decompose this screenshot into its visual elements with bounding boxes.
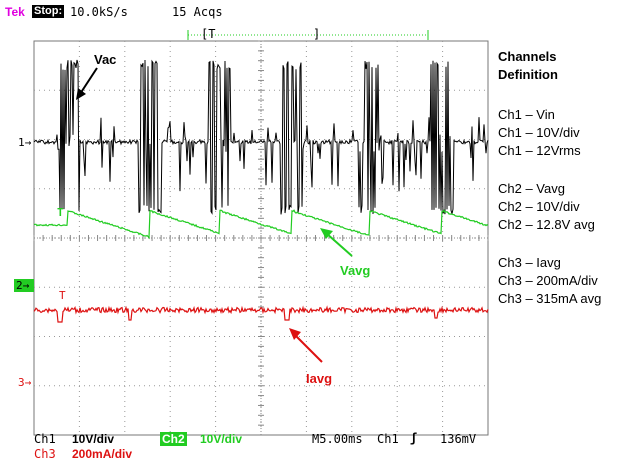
vac-arrow	[76, 67, 98, 100]
ch2-readout-name: Ch2	[160, 432, 187, 446]
acquisition-state-badge: Stop:	[32, 5, 65, 18]
ch2-waveform	[33, 209, 489, 240]
ch1-readout-name: Ch1	[34, 432, 56, 446]
ch1-ground-marker: 1→	[18, 136, 32, 149]
legend-ch3-value: Ch3 – 315mA avg	[498, 291, 602, 306]
trigger-level-readout: 136mV	[440, 432, 477, 446]
timebase-readout: M5.00ms	[312, 432, 363, 446]
graticule	[33, 40, 489, 436]
legend-ch3-name: Ch3 – Iavg	[498, 255, 561, 270]
legend-ch1-name: Ch1 – Vin	[498, 107, 555, 122]
ch2-trigger-marker: T	[57, 206, 64, 219]
trigger-source-readout: Ch1	[377, 432, 399, 446]
legend-ch1-scale: Ch1 – 10V/div	[498, 125, 580, 140]
iavg-label: Iavg	[306, 371, 332, 386]
ch2-ground-marker: 2→	[16, 279, 30, 292]
legend-ch3-scale: Ch3 – 200mA/div	[498, 273, 598, 288]
legend-ch2-value: Ch2 – 12.8V avg	[498, 217, 595, 232]
legend-ch2-scale: Ch2 – 10V/div	[498, 199, 580, 214]
iavg-arrow	[289, 328, 323, 363]
ch2-readout-scale: 10V/div	[200, 432, 243, 446]
brand-label: Tek	[5, 5, 25, 19]
acquisition-count: 15 Acqs	[172, 5, 223, 19]
vavg-arrow	[320, 228, 353, 257]
ch2-marker-bg	[14, 279, 34, 292]
trigger-bracket-end: ]	[313, 27, 320, 41]
trigger-bracket-start: [T	[201, 27, 215, 41]
ch3-ground-marker: 3→	[18, 376, 32, 389]
sample-rate: 10.0kS/s	[70, 5, 128, 19]
ch3-readout-name: Ch3	[34, 447, 56, 461]
legend-title-line1: Channels	[498, 49, 557, 64]
status-bar: Tek Stop: 10.0kS/s 15 Acqs	[0, 0, 621, 22]
vac-label: Vac	[94, 52, 116, 67]
ch3-readout-scale: 200mA/div	[72, 447, 133, 461]
ch3-waveform	[33, 305, 489, 323]
legend-title-line2: Definition	[498, 67, 558, 82]
readout-bar: Ch1 10V/div Ch2 10V/div M5.00ms Ch1 ʃ 13…	[0, 431, 621, 465]
trigger-slope-icon: ʃ	[410, 431, 418, 445]
legend-ch1-value: Ch1 – 12Vrms	[498, 143, 581, 158]
ch1-readout-scale: 10V/div	[72, 432, 115, 446]
legend-ch2-name: Ch2 – Vavg	[498, 181, 565, 196]
ch3-trigger-marker: T	[59, 289, 66, 302]
trigger-position-bar: [T ]	[187, 27, 429, 41]
ch1-waveform	[33, 59, 489, 215]
vavg-label: Vavg	[340, 263, 370, 278]
